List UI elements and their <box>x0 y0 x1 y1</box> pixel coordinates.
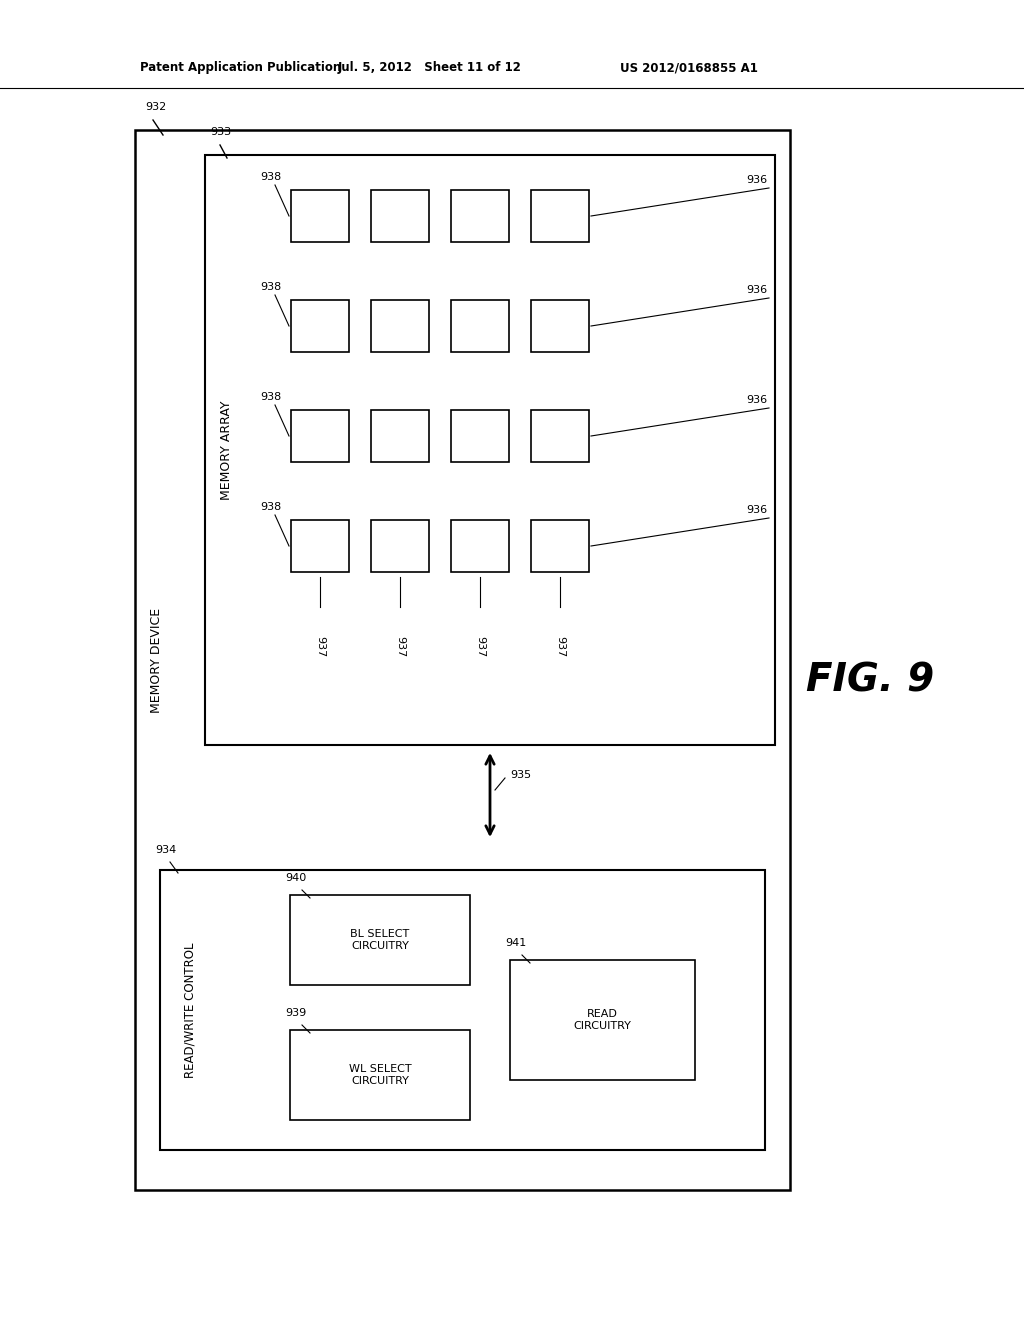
Text: 938: 938 <box>260 502 282 512</box>
Bar <box>290 1030 470 1119</box>
Bar <box>371 411 429 462</box>
Bar <box>451 520 509 572</box>
Text: 937: 937 <box>555 636 565 657</box>
Text: 938: 938 <box>260 392 282 403</box>
Text: 934: 934 <box>155 845 176 855</box>
Text: 940: 940 <box>285 873 306 883</box>
Bar <box>531 411 589 462</box>
Bar <box>451 411 509 462</box>
Text: 935: 935 <box>510 770 531 780</box>
Bar <box>531 520 589 572</box>
Text: BL SELECT
CIRCUITRY: BL SELECT CIRCUITRY <box>350 929 410 950</box>
Bar <box>135 129 790 1191</box>
Text: 941: 941 <box>505 939 526 948</box>
Bar <box>291 300 349 352</box>
Text: 937: 937 <box>315 636 325 657</box>
Text: 938: 938 <box>260 282 282 292</box>
Bar <box>510 960 695 1080</box>
Text: Jul. 5, 2012   Sheet 11 of 12: Jul. 5, 2012 Sheet 11 of 12 <box>338 62 522 74</box>
Bar <box>290 895 470 985</box>
Text: MEMORY DEVICE: MEMORY DEVICE <box>151 607 164 713</box>
Bar <box>531 300 589 352</box>
Bar <box>371 520 429 572</box>
Text: 937: 937 <box>475 636 485 657</box>
Text: WL SELECT
CIRCUITRY: WL SELECT CIRCUITRY <box>349 1064 412 1086</box>
Text: 936: 936 <box>745 176 767 185</box>
Bar <box>371 300 429 352</box>
Text: Patent Application Publication: Patent Application Publication <box>140 62 341 74</box>
Bar <box>205 154 775 744</box>
Bar <box>160 870 765 1150</box>
Text: 936: 936 <box>745 395 767 405</box>
Bar <box>291 520 349 572</box>
Bar <box>531 190 589 242</box>
Bar <box>291 411 349 462</box>
Text: READ/WRITE CONTROL: READ/WRITE CONTROL <box>183 942 197 1077</box>
Text: 933: 933 <box>210 127 231 137</box>
Text: 936: 936 <box>745 506 767 515</box>
Text: MEMORY ARRAY: MEMORY ARRAY <box>220 400 233 500</box>
Text: READ
CIRCUITRY: READ CIRCUITRY <box>573 1010 632 1031</box>
Text: 936: 936 <box>745 285 767 294</box>
Text: 937: 937 <box>395 636 406 657</box>
Bar <box>291 190 349 242</box>
Text: FIG. 9: FIG. 9 <box>806 661 934 700</box>
Text: 938: 938 <box>260 172 282 182</box>
Text: 939: 939 <box>285 1008 306 1018</box>
Bar <box>451 190 509 242</box>
Text: US 2012/0168855 A1: US 2012/0168855 A1 <box>620 62 758 74</box>
Bar <box>371 190 429 242</box>
Text: 932: 932 <box>145 102 166 112</box>
Bar <box>451 300 509 352</box>
